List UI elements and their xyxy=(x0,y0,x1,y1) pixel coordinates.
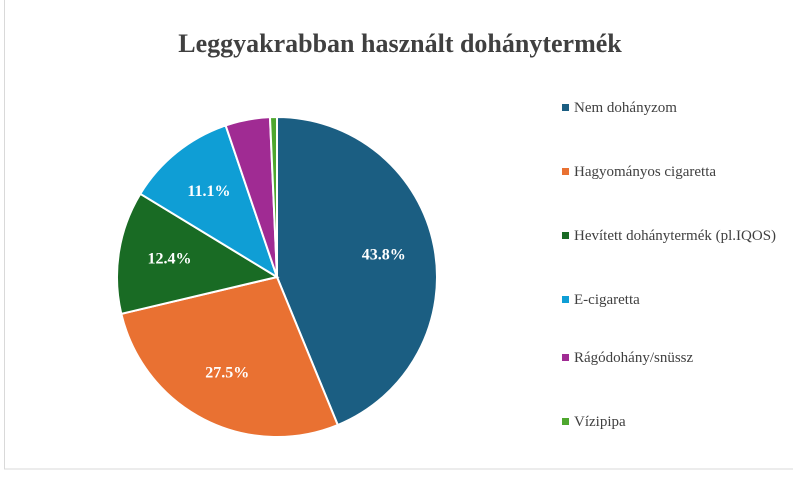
legend-swatch xyxy=(562,418,569,425)
pie-slice xyxy=(116,192,280,316)
legend-swatch xyxy=(562,296,569,303)
legend-label: Hagyományos cigaretta xyxy=(574,164,717,180)
pie-slice xyxy=(276,115,438,427)
legend-label: Rágódohány/snüssz xyxy=(574,350,694,366)
data-label: 12.4% xyxy=(148,251,192,268)
legend-swatch xyxy=(562,168,569,175)
data-label: 27.5% xyxy=(205,364,249,381)
pie-slice xyxy=(268,115,278,278)
legend-label: Vízipipa xyxy=(574,414,626,430)
frame xyxy=(4,0,793,470)
legend-swatch xyxy=(562,104,569,111)
chart-title: Leggyakrabban használt dohánytermék xyxy=(178,29,622,58)
pie-slice xyxy=(138,124,279,280)
pie-slice xyxy=(120,275,340,438)
legend-label: E-cigaretta xyxy=(574,292,640,308)
legend-swatch xyxy=(562,232,569,239)
data-label: 43.8% xyxy=(362,247,406,264)
legend-swatch xyxy=(562,354,569,361)
legend-label: Nem dohányzom xyxy=(574,100,677,116)
legend-label: Hevített dohánytermék (pl.IQOS) xyxy=(574,228,777,244)
data-label: 11.1% xyxy=(187,183,230,200)
